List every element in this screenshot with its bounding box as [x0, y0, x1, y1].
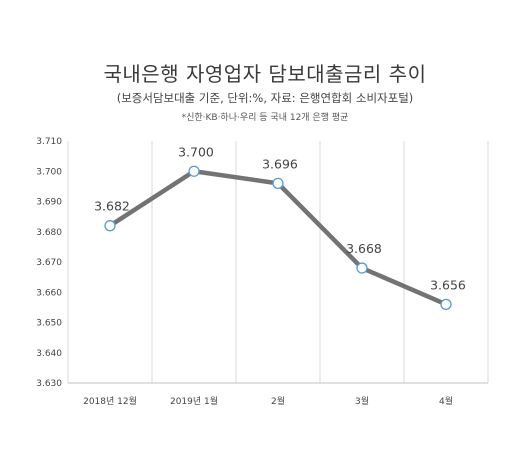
data-label: 3.700	[178, 144, 214, 159]
chart-subtitle: (보증서담보대출 기준, 단위:%, 자료: 은행연합회 소비자포털)	[116, 91, 414, 105]
y-tick-label: 3.690	[36, 198, 62, 208]
y-tick-label: 3.650	[36, 319, 62, 329]
y-tick-label: 3.660	[36, 288, 62, 298]
x-tick-label: 2019년 1월	[170, 395, 218, 407]
chart-title: 국내은행 자영업자 담보대출금리 추이	[103, 62, 427, 86]
y-tick-label: 3.680	[36, 228, 62, 238]
data-point	[104, 220, 116, 232]
data-point	[356, 262, 368, 274]
data-label: 3.682	[94, 199, 130, 214]
data-label: 3.656	[430, 277, 466, 292]
data-point	[188, 165, 200, 177]
data-label: 3.668	[346, 241, 382, 256]
data-point	[440, 298, 452, 311]
y-tick-label: 3.670	[36, 258, 62, 268]
y-tick-label: 3.630	[36, 379, 62, 389]
chart-note: *신한·KB·하나·우리 등 국내 12개 은행 평균	[181, 113, 349, 123]
y-tick-label: 3.700	[36, 167, 62, 177]
series-line	[107, 169, 449, 307]
y-tick-label: 3.710	[36, 137, 62, 147]
x-tick-label: 2월	[271, 395, 285, 407]
data-label: 3.696	[262, 156, 298, 171]
x-tick-label: 2018년 12월	[83, 395, 137, 407]
x-tick-label: 4월	[439, 395, 453, 407]
data-point	[272, 177, 284, 190]
y-tick-label: 3.640	[36, 349, 62, 359]
x-tick-label: 3월	[355, 395, 369, 407]
